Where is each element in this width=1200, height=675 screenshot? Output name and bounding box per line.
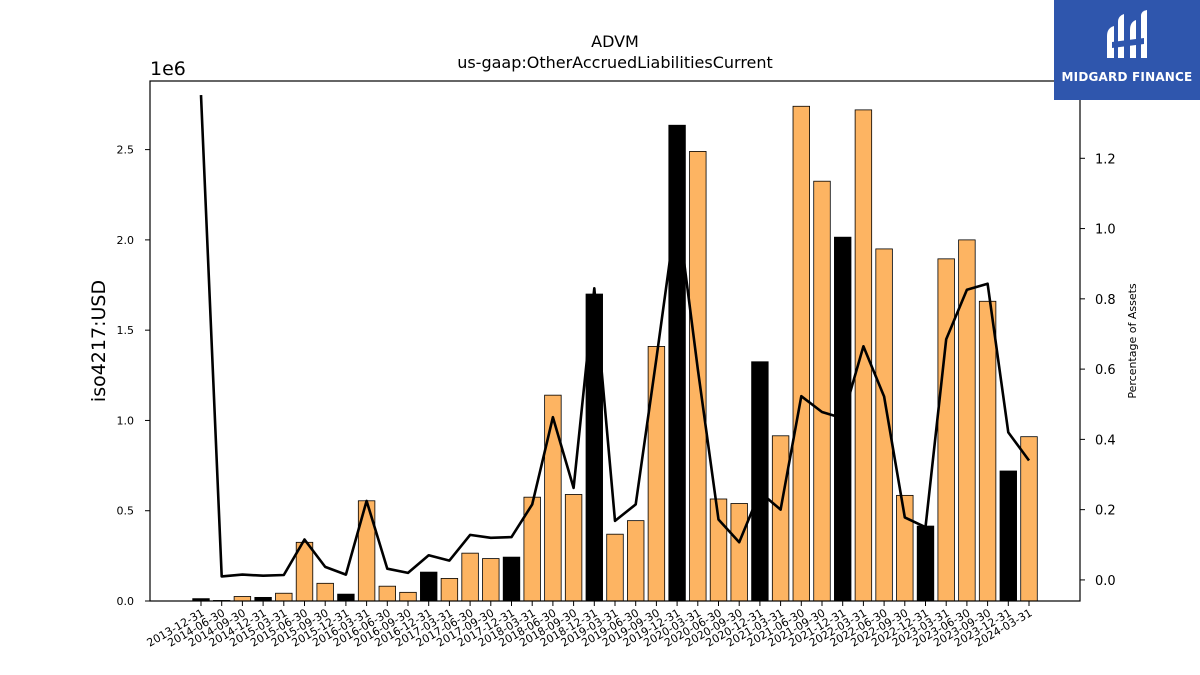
y-tick-label: 2.5: [117, 144, 135, 157]
bar: [916, 525, 935, 602]
bar: [627, 520, 645, 602]
bar: [958, 239, 976, 602]
chart-subtitle: us-gaap:OtherAccruedLiabilitiesCurrent: [457, 53, 773, 72]
bar: [399, 591, 417, 602]
bar: [502, 556, 521, 602]
bar: [647, 346, 666, 602]
y-tick-label: 0.5: [117, 505, 135, 518]
midgard-logo-icon: [1107, 10, 1147, 58]
y2-axis-label: Percentage of Assets: [1126, 283, 1139, 399]
y2-tick-label: 1.2: [1095, 152, 1116, 167]
y-offset-label: 1e6: [150, 58, 186, 80]
bar: [751, 361, 769, 602]
y2-tick-label: 0.6: [1095, 363, 1116, 378]
y2-tick-label: 0.2: [1095, 504, 1116, 519]
bar: [440, 578, 459, 602]
bar: [233, 596, 252, 602]
bar: [544, 394, 562, 602]
bar: [1020, 436, 1038, 602]
bar: [813, 180, 831, 602]
logo-text: MIDGARD FINANCE: [1061, 70, 1193, 84]
bar-series: [192, 105, 1038, 602]
bar: [937, 258, 955, 602]
bar: [999, 470, 1017, 602]
bar: [275, 592, 293, 602]
y2-tick-label: 0.8: [1095, 293, 1116, 308]
y-tick-label: 0.0: [117, 595, 135, 608]
bar: [461, 552, 479, 602]
y-tick-label: 2.0: [117, 234, 135, 247]
bar: [771, 435, 790, 602]
bar: [564, 494, 583, 602]
brand-logo: MIDGARD FINANCE: [1054, 0, 1200, 100]
bar: [337, 593, 355, 602]
bar: [606, 533, 624, 602]
bar: [316, 582, 334, 602]
y2-tick-label: 1.0: [1095, 223, 1116, 238]
bar: [978, 300, 997, 602]
bar: [854, 109, 873, 602]
percentage-line: [199, 95, 1031, 578]
y-tick-label: 1.0: [117, 414, 135, 427]
y2-tick-label: 0.0: [1095, 574, 1116, 589]
line-series: [199, 95, 1031, 578]
bar: [792, 105, 810, 602]
y2-tick-label: 0.4: [1095, 433, 1116, 448]
bar: [482, 558, 500, 602]
y-axis-label: iso4217:USD: [88, 280, 110, 402]
chart-title: ADVM: [591, 32, 639, 51]
bar: [730, 503, 748, 602]
bar: [420, 571, 438, 602]
bar: [668, 124, 686, 602]
axes: 0.00.51.01.52.02.50.00.20.40.60.81.01.22…: [117, 80, 1116, 650]
y-tick-label: 1.5: [117, 324, 135, 337]
bar: [378, 585, 396, 602]
